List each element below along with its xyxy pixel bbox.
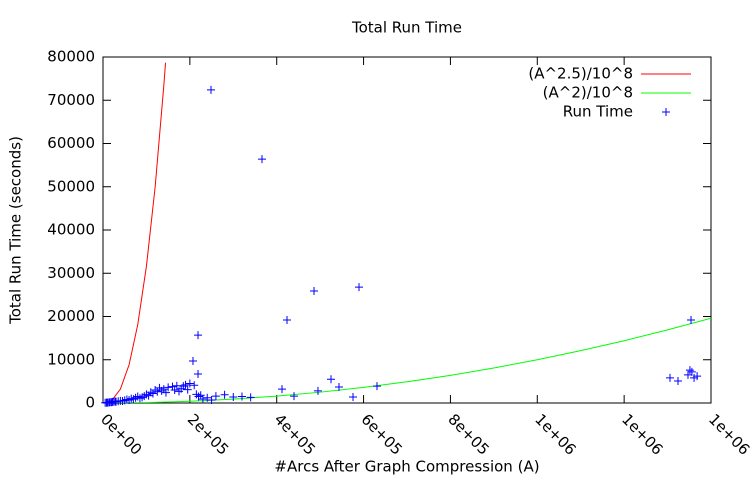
chart-title: Total Run Time	[351, 19, 462, 37]
data-point	[372, 382, 381, 391]
data-point	[164, 383, 173, 392]
x-tick-label: 6e+05	[358, 410, 406, 458]
data-point	[188, 357, 197, 366]
y-tick-label: 70000	[47, 91, 95, 109]
data-point	[207, 395, 216, 404]
y-tick-label: 0	[85, 394, 95, 412]
data-point	[118, 397, 127, 406]
y-axis-label: Total Run Time (seconds)	[7, 136, 25, 325]
curve	[103, 317, 711, 403]
data-point	[211, 392, 220, 401]
data-point	[194, 370, 203, 379]
data-point	[203, 393, 212, 402]
x-tick-label: 8e+05	[444, 410, 492, 458]
data-point	[220, 390, 229, 399]
data-point	[257, 155, 266, 164]
data-point	[278, 385, 287, 394]
data-point	[313, 386, 322, 395]
y-tick-label: 20000	[47, 307, 95, 325]
legend-label: (A^2.5)/10^8	[528, 65, 633, 83]
legend-label: Run Time	[563, 103, 633, 121]
data-point	[687, 315, 696, 324]
data-point	[198, 395, 207, 404]
data-point	[237, 392, 246, 401]
data-point	[666, 373, 675, 382]
data-point	[289, 392, 298, 401]
data-point	[183, 385, 192, 394]
data-point	[246, 393, 255, 402]
x-tick-label: 1e+06	[618, 410, 666, 458]
data-point	[693, 372, 702, 381]
data-point	[144, 391, 153, 400]
data-point	[685, 366, 694, 375]
x-tick-label: 4e+05	[271, 410, 319, 458]
x-tick-label: 2e+05	[184, 410, 232, 458]
data-point	[310, 286, 319, 295]
data-point	[283, 315, 292, 324]
y-tick-label: 10000	[47, 350, 95, 368]
y-tick-label: 40000	[47, 221, 95, 239]
data-point	[207, 85, 216, 94]
curve	[103, 62, 167, 403]
data-point	[687, 367, 696, 376]
y-tick-label: 30000	[47, 264, 95, 282]
x-axis-label: #Arcs After Graph Compression (A)	[274, 458, 539, 476]
data-point	[334, 382, 343, 391]
legend-swatch	[662, 108, 670, 116]
data-point	[151, 386, 160, 395]
data-point	[349, 392, 358, 401]
data-point	[185, 379, 194, 388]
data-point	[168, 382, 177, 391]
data-point	[327, 375, 335, 384]
y-tick-label: 60000	[47, 134, 95, 152]
data-point	[229, 392, 238, 401]
data-point	[135, 394, 144, 403]
data-point	[192, 390, 201, 399]
x-tick-label: 0e+00	[97, 410, 145, 458]
x-tick-label: 1e+06	[531, 410, 579, 458]
data-point	[148, 389, 157, 398]
data-point	[194, 331, 203, 340]
data-point	[673, 376, 682, 385]
x-tick-label: 1e+06	[705, 410, 750, 458]
data-point	[190, 381, 199, 390]
y-tick-label: 50000	[47, 177, 95, 195]
data-point	[355, 283, 364, 292]
data-point	[161, 388, 170, 397]
y-tick-label: 80000	[47, 48, 95, 66]
data-point	[170, 386, 179, 395]
data-point	[181, 380, 190, 389]
legend-label: (A^2)/10^8	[543, 84, 633, 102]
